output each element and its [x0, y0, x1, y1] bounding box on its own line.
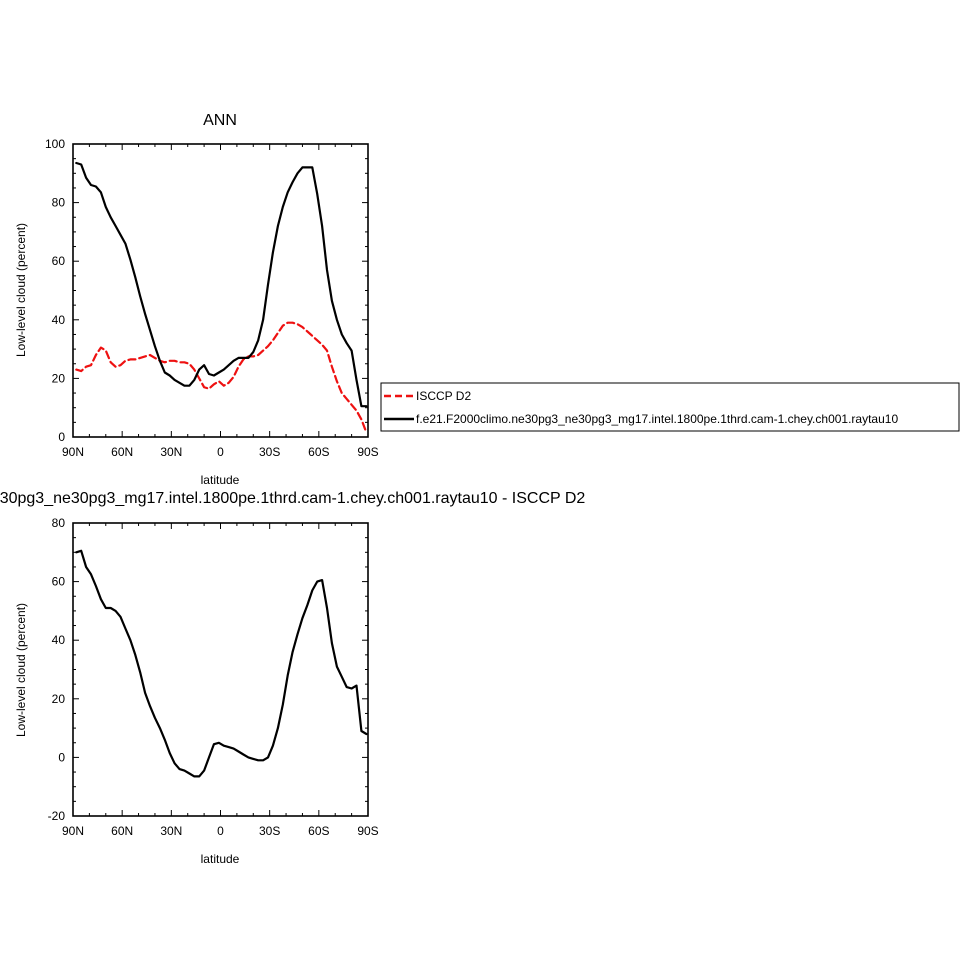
- x-tick-label: 30S: [259, 824, 280, 838]
- y-tick-label: 20: [52, 371, 66, 385]
- y-tick-label: 40: [52, 313, 66, 327]
- top-plot-frame: [72, 143, 369, 438]
- top-x-axis-label: latitude: [201, 473, 240, 487]
- top-x-tick-labels: 90N 60N 30N 0 30S 60S 90S: [62, 445, 379, 459]
- bottom-chart-title: f.e21.F2000climo.ne30pg3_ne30pg3_mg17.in…: [0, 490, 585, 507]
- bottom-x-tick-labels: 90N 60N 30N 0 30S 60S 90S: [62, 824, 379, 838]
- x-tick-label: 0: [217, 445, 224, 459]
- top-chart-title: ANN: [203, 112, 237, 129]
- x-tick-label: 30S: [259, 445, 280, 459]
- legend: ISCCP D2 f.e21.F2000climo.ne30pg3_ne30pg…: [380, 382, 960, 432]
- bottom-panel: f.e21.F2000climo.ne30pg3_ne30pg3_mg17.in…: [0, 490, 585, 866]
- bottom-x-axis-label: latitude: [201, 852, 240, 866]
- y-tick-label: 0: [58, 750, 65, 764]
- legend-box: [380, 382, 960, 432]
- y-tick-label: 60: [52, 254, 66, 268]
- y-tick-label: 40: [52, 633, 66, 647]
- x-tick-label: 30N: [160, 824, 182, 838]
- y-tick-label: 80: [52, 196, 66, 210]
- top-y-axis-label: Low-level cloud (percent): [14, 223, 28, 357]
- legend-label-model: f.e21.F2000climo.ne30pg3_ne30pg3_mg17.in…: [416, 412, 898, 426]
- x-tick-label: 90N: [62, 445, 84, 459]
- bottom-y-axis-label: Low-level cloud (percent): [14, 603, 28, 737]
- bottom-ticks: [72, 522, 369, 817]
- y-tick-label: 80: [52, 516, 66, 530]
- bottom-series: [75, 549, 368, 778]
- x-tick-label: 90N: [62, 824, 84, 838]
- series-line-0: [75, 321, 368, 434]
- bottom-y-tick-labels: -20 0 20 40 60 80: [48, 516, 66, 823]
- top-series: [75, 161, 368, 434]
- x-tick-label: 60S: [308, 445, 329, 459]
- y-tick-label: 100: [45, 137, 65, 151]
- y-tick-label: -20: [48, 809, 66, 823]
- x-tick-label: 60N: [111, 824, 133, 838]
- y-tick-label: 20: [52, 692, 66, 706]
- x-tick-label: 0: [217, 824, 224, 838]
- x-tick-label: 60N: [111, 445, 133, 459]
- series-line-1: [75, 161, 368, 408]
- x-tick-label: 60S: [308, 824, 329, 838]
- x-tick-label: 90S: [357, 824, 378, 838]
- top-y-tick-labels: 0 20 40 60 80 100: [45, 137, 65, 444]
- x-tick-label: 30N: [160, 445, 182, 459]
- y-tick-label: 60: [52, 575, 66, 589]
- legend-label-isccp: ISCCP D2: [416, 389, 471, 403]
- y-tick-label: 0: [58, 430, 65, 444]
- bottom-plot-frame: [72, 522, 369, 817]
- top-panel: ANN 0 20 40 60 80 100 90N 60N 30N 0 30S 60S 90S lat…: [14, 112, 379, 487]
- top-ticks: [72, 143, 369, 438]
- x-tick-label: 90S: [357, 445, 378, 459]
- series-line-0: [75, 549, 368, 778]
